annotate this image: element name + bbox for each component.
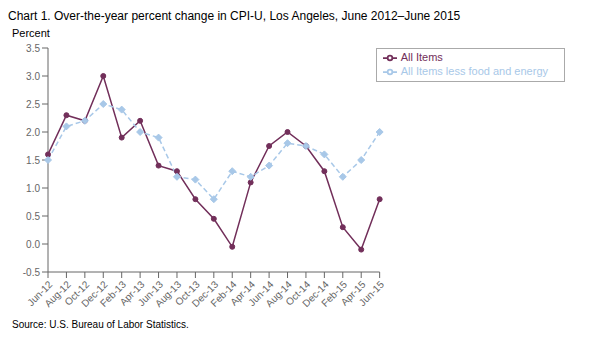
svg-text:Jun-12: Jun-12 [25, 278, 55, 309]
svg-text:Oct-12: Oct-12 [62, 278, 92, 308]
svg-text:3.5: 3.5 [26, 43, 40, 54]
svg-text:2.5: 2.5 [26, 99, 40, 110]
svg-text:Feb-13: Feb-13 [97, 278, 129, 309]
svg-text:0.5: 0.5 [26, 211, 40, 222]
html-text:Source: U.S. Bureau of Labor S: Source: U.S. Bureau of Labor Statistics. [12, 319, 189, 330]
svg-text:Dec-14: Dec-14 [300, 278, 331, 310]
svg-text:Jun-15: Jun-15 [357, 278, 387, 308]
html-text:All Items: All Items [400, 51, 443, 63]
svg-text:Jun-13: Jun-13 [135, 278, 165, 309]
svg-text:Apr-15: Apr-15 [338, 278, 368, 308]
svg-text:Dec-13: Dec-13 [189, 278, 221, 310]
svg-text:Apr-13: Apr-13 [117, 278, 147, 308]
svg-text:2.0: 2.0 [26, 127, 40, 138]
svg-text:Apr-14: Apr-14 [228, 278, 258, 308]
svg-text:Feb-14: Feb-14 [208, 278, 239, 309]
svg-text:Aug-13: Aug-13 [152, 278, 184, 310]
svg-text:-0.5: -0.5 [23, 267, 41, 278]
svg-text:Feb-15: Feb-15 [319, 278, 350, 309]
svg-text:Aug-14: Aug-14 [263, 278, 294, 310]
svg-text:Dec-12: Dec-12 [79, 278, 110, 310]
svg-text:3.0: 3.0 [26, 71, 40, 82]
svg-text:1.5: 1.5 [26, 155, 40, 166]
html-text:Percent: Percent [12, 27, 50, 39]
html-text:All Items less food and energy: All Items less food and energy [400, 65, 548, 78]
svg-text:Aug-12: Aug-12 [42, 278, 73, 310]
svg-text:1.0: 1.0 [26, 183, 40, 194]
svg-text:Oct-13: Oct-13 [172, 278, 202, 308]
svg-text:Oct-14: Oct-14 [283, 278, 313, 308]
svg-text:0.0: 0.0 [26, 239, 40, 250]
html-text:Chart 1. Over-the-year percent: Chart 1. Over-the-year percent change in… [8, 9, 461, 23]
svg-text:Jun-14: Jun-14 [246, 278, 276, 309]
